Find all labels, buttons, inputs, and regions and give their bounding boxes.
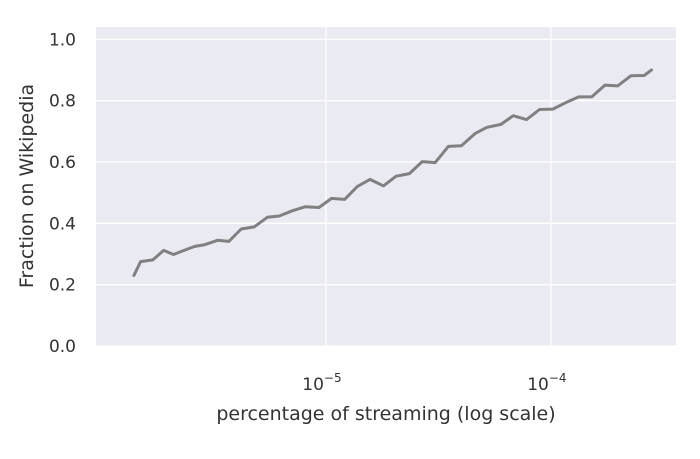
series-layer [132,68,653,277]
x-tick-labels: 10−5 10−4 [302,371,566,395]
x-tick-label: 10−4 [527,371,566,395]
y-tick-label: 0.2 [49,276,76,296]
y-tick-label: 1.0 [49,30,76,50]
y-tick-label: 0.8 [49,92,76,112]
x-axis-label: percentage of streaming (log scale) [216,403,555,425]
y-tick-label: 0.6 [49,153,76,173]
y-tick-labels: 0.0 0.2 0.4 0.6 0.8 1.0 [49,30,76,357]
y-axis-label: Fraction on Wikipedia [16,84,38,288]
plot-background [96,27,676,346]
grid [96,27,676,347]
x-tick-label: 10−5 [302,371,341,395]
series-line [132,68,653,277]
y-tick-label: 0.0 [49,337,76,357]
y-tick-label: 0.4 [49,214,76,234]
